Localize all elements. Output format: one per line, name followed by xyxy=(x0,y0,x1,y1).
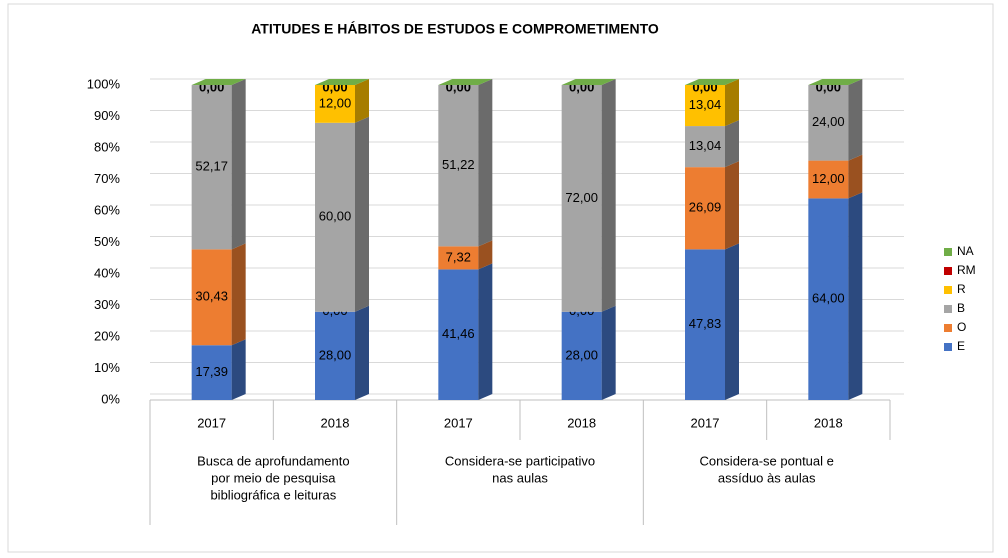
bar-top xyxy=(438,79,493,85)
data-label: 47,83 xyxy=(689,316,722,331)
legend-swatch xyxy=(944,267,952,275)
data-label: 26,09 xyxy=(689,200,722,215)
bar-top xyxy=(191,79,246,86)
data-label: 13,04 xyxy=(689,97,722,112)
data-label: 28,00 xyxy=(565,347,598,362)
bar-segment-side xyxy=(725,120,739,168)
y-tick-label: 80% xyxy=(94,139,120,154)
bar-segment-side xyxy=(601,79,616,312)
bar-segment-side xyxy=(478,240,493,270)
x-tick-label: 2018 xyxy=(567,415,596,430)
data-label: 24,00 xyxy=(812,114,845,129)
x-tick-label: 2018 xyxy=(321,415,350,430)
x-tick-label: 2017 xyxy=(197,415,226,430)
bar-segment-side xyxy=(231,339,246,400)
x-tick-label: 2017 xyxy=(444,415,473,430)
y-tick-label: 10% xyxy=(94,360,120,375)
legend-label: R xyxy=(957,282,966,296)
y-tick-label: 90% xyxy=(94,108,120,123)
bar-segment-side xyxy=(848,192,863,400)
legend-label: E xyxy=(957,339,965,353)
bar-segment xyxy=(315,311,355,400)
group-label: por meio de pesquisa xyxy=(211,470,336,485)
bar-segment xyxy=(685,126,725,168)
bar-segment-side xyxy=(725,79,739,127)
group-label: bibliográfica e leituras xyxy=(210,487,336,502)
bar-top xyxy=(315,79,369,85)
legend-swatch xyxy=(944,286,952,294)
y-tick-label: 70% xyxy=(94,171,120,186)
bar-segment-side xyxy=(601,305,616,400)
bar-segment-side xyxy=(355,79,369,123)
legend-swatch xyxy=(944,248,952,256)
data-label: 52,17 xyxy=(195,159,228,174)
data-label: 13,04 xyxy=(689,138,722,153)
bar-segment xyxy=(685,249,725,400)
bar-segment xyxy=(191,85,232,250)
bar-segment xyxy=(685,167,725,250)
group-label: Considera-se participativo xyxy=(445,453,595,468)
bar-segment-side xyxy=(355,116,369,312)
y-tick-label: 50% xyxy=(94,234,120,249)
y-tick-label: 0% xyxy=(101,391,120,406)
data-label: 60,00 xyxy=(319,209,352,224)
data-label: 51,22 xyxy=(442,157,475,172)
legend-label: B xyxy=(957,301,965,315)
y-tick-label: 30% xyxy=(94,297,120,312)
chart-title: ATITUDES E HÁBITOS DE ESTUDOS E COMPROME… xyxy=(251,21,659,37)
bar-segment xyxy=(191,249,232,346)
bar-segment xyxy=(808,160,849,199)
bar-top xyxy=(685,79,739,85)
bar-segment-side xyxy=(478,79,493,247)
bar-segment xyxy=(808,198,849,400)
bar-segment-side xyxy=(231,79,246,250)
bar-segment xyxy=(315,85,355,123)
bar-segment xyxy=(438,269,479,400)
bar-segment-side xyxy=(355,305,369,400)
bar-segment-side xyxy=(725,243,739,400)
bar-segment-side xyxy=(231,243,246,346)
data-label: 7,32 xyxy=(446,249,471,264)
legend-swatch xyxy=(944,343,952,351)
bar-segment xyxy=(438,85,479,247)
bar-segment-side xyxy=(478,263,493,400)
data-label: 28,00 xyxy=(319,347,352,362)
legend-swatch xyxy=(944,305,952,313)
bar-segment-side xyxy=(848,79,863,161)
x-tick-label: 2018 xyxy=(814,415,843,430)
bar-segment xyxy=(191,345,232,400)
y-tick-label: 20% xyxy=(94,328,120,343)
data-label: 41,46 xyxy=(442,326,475,341)
data-label: 64,00 xyxy=(812,291,845,306)
legend-label: NA xyxy=(957,244,974,258)
bar-top xyxy=(808,79,863,85)
group-label: Busca de aprofundamento xyxy=(197,453,350,468)
bar-segment xyxy=(438,246,479,270)
data-label: 12,00 xyxy=(812,171,845,186)
bar-segment xyxy=(808,85,849,161)
data-label: 17,39 xyxy=(195,364,228,379)
bar-segment-side xyxy=(725,161,739,250)
legend-label: O xyxy=(957,320,966,334)
bar-segment xyxy=(685,85,725,127)
group-label: nas aulas xyxy=(492,470,548,485)
x-tick-label: 2017 xyxy=(691,415,720,430)
legend-swatch xyxy=(944,324,952,332)
y-tick-label: 60% xyxy=(94,202,120,217)
bar-segment xyxy=(561,311,602,400)
y-tick-label: 40% xyxy=(94,265,120,280)
data-label: 30,43 xyxy=(195,289,228,304)
data-label: 12,00 xyxy=(319,95,352,110)
y-tick-label: 100% xyxy=(87,76,121,91)
bar-top xyxy=(561,79,616,85)
group-label: assíduo às aulas xyxy=(718,470,816,485)
bar-segment xyxy=(315,122,355,312)
group-label: Considera-se pontual e xyxy=(699,453,833,468)
data-label: 72,00 xyxy=(565,190,598,205)
legend-label: RM xyxy=(957,263,976,277)
bar-segment-side xyxy=(848,154,863,199)
bar-segment xyxy=(561,85,602,312)
